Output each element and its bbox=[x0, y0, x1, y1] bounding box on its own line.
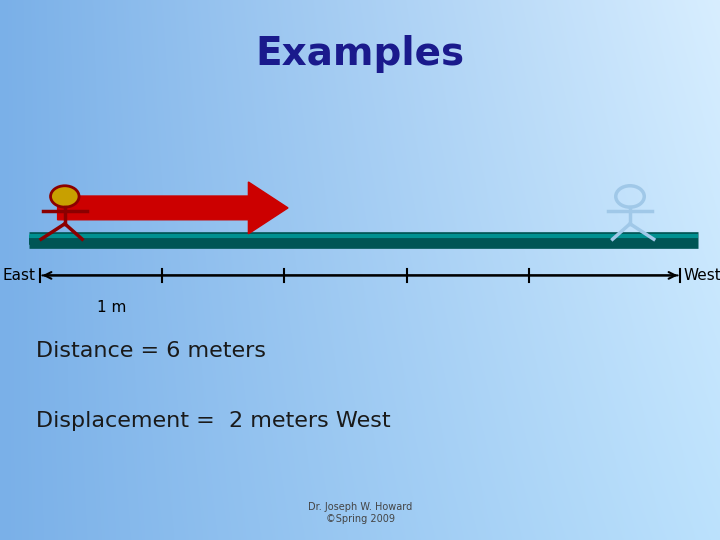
Text: West: West bbox=[684, 268, 720, 283]
Polygon shape bbox=[58, 182, 288, 234]
Text: East: East bbox=[3, 268, 36, 283]
Text: Examples: Examples bbox=[256, 35, 464, 73]
Circle shape bbox=[50, 186, 79, 207]
Text: 1 m: 1 m bbox=[97, 300, 126, 315]
Text: Displacement =  2 meters West: Displacement = 2 meters West bbox=[36, 411, 391, 431]
Text: Dr. Joseph W. Howard
©Spring 2009: Dr. Joseph W. Howard ©Spring 2009 bbox=[308, 502, 412, 524]
Text: Distance = 6 meters: Distance = 6 meters bbox=[36, 341, 266, 361]
